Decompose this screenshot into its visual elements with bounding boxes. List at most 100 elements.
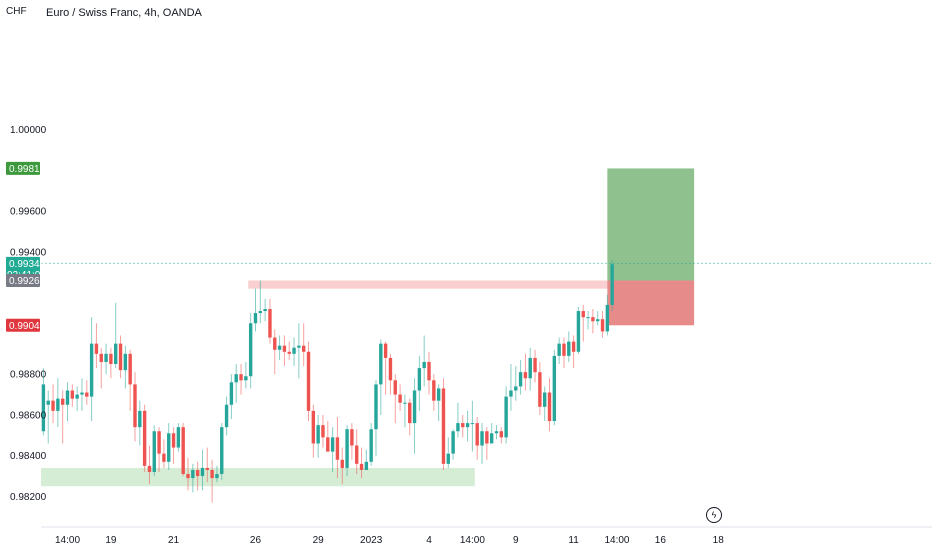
time-tick-label: 14:00 [460, 535, 485, 546]
price-tick-label: 0.98200 [10, 492, 47, 503]
candle-body [181, 427, 185, 475]
candle-body [109, 353, 113, 365]
candle-body [509, 390, 513, 397]
candle-body [162, 453, 166, 462]
candle-body [248, 323, 253, 377]
time-tick-label: 26 [250, 535, 262, 546]
candle-body [167, 433, 171, 462]
candle-body [494, 431, 499, 434]
candle-body [461, 423, 465, 428]
time-tick-label: 21 [168, 535, 180, 546]
candle-body [470, 423, 475, 425]
candle-body [369, 429, 373, 462]
candle-body [171, 433, 176, 448]
candle-body [451, 431, 455, 454]
time-tick-label: 14:00 [55, 535, 80, 546]
candle-body [142, 410, 147, 466]
candle-body [364, 461, 369, 470]
candle-body [123, 353, 128, 371]
candle-body [311, 410, 316, 444]
candle-body [475, 423, 479, 446]
candle-body [220, 427, 224, 475]
candle-body [277, 345, 282, 350]
candle-body [489, 433, 494, 444]
candle-body [152, 431, 156, 472]
target-price-tag [6, 161, 40, 175]
candle-body [46, 400, 50, 405]
candle-body [567, 341, 571, 356]
candle-body [542, 392, 547, 407]
target-price-label: 0.99810 [9, 164, 46, 175]
candle-body [176, 427, 181, 448]
candle-body [581, 311, 585, 318]
candle-body [388, 357, 393, 381]
candle-body [499, 431, 504, 438]
resistance-zone [248, 280, 610, 289]
candle-body [60, 398, 65, 405]
candle-body [596, 319, 600, 322]
candle-body [70, 390, 75, 399]
candle-body [576, 311, 581, 352]
candle-body [350, 429, 354, 446]
price-axis[interactable]: 1.00000 0.99600 0.99400 0.98800 0.98600 0.984… [10, 125, 47, 503]
candle-body [282, 345, 287, 352]
candle-body [273, 337, 277, 350]
candle-body [557, 343, 561, 356]
candle-body [465, 423, 470, 428]
candle-body [504, 396, 508, 438]
candle-body [118, 343, 123, 371]
candle-body [65, 390, 70, 405]
candle-body [485, 431, 489, 444]
candle-body [297, 345, 301, 348]
lightning-icon[interactable]: ϟ [706, 507, 722, 523]
candle-body [403, 402, 407, 404]
candle-body [552, 355, 557, 422]
candle-body [480, 431, 484, 446]
candle-body [422, 361, 426, 369]
time-axis[interactable]: 14:00 19 21 26 29 2023 4 14:00 9 11 14:00 16 18 [55, 535, 724, 546]
candle-body [128, 353, 132, 385]
candle-body [412, 390, 417, 424]
price-tick-label: 0.99600 [10, 207, 47, 218]
price-tick-label: 0.99400 [10, 247, 47, 258]
candle-body [432, 380, 436, 401]
candle-body [586, 317, 590, 319]
candle-body [355, 445, 359, 464]
candle-body [417, 368, 422, 391]
candle-body [94, 343, 99, 354]
candle-body [200, 467, 205, 477]
candle-body [253, 313, 258, 324]
candle-body [571, 341, 576, 352]
long-position-tool[interactable] [607, 168, 695, 326]
candle-body [234, 374, 238, 383]
candle-body [157, 431, 161, 454]
time-tick-label: 19 [105, 535, 117, 546]
candle-body [80, 392, 84, 395]
candle-body [538, 372, 542, 407]
candle-body [436, 388, 441, 401]
candle-body [85, 392, 89, 397]
time-tick-label: 11 [568, 535, 579, 546]
last-price-label: 0.99344 [9, 259, 46, 270]
time-tick-label: 18 [713, 535, 725, 546]
support-zone [41, 467, 475, 487]
candle-body [224, 404, 229, 428]
candle-body [359, 463, 364, 470]
candle-body [441, 388, 446, 464]
candle-body [316, 425, 320, 444]
candle-body [446, 453, 450, 464]
candle-body [321, 425, 325, 438]
candle-body [340, 459, 344, 468]
candle-body [138, 410, 142, 428]
candle-body [229, 382, 234, 405]
candle-body [528, 357, 532, 379]
candle-body [56, 398, 60, 411]
candle-body [398, 394, 402, 403]
candle-body [330, 437, 335, 452]
time-tick-label: 4 [426, 535, 432, 546]
candle-body [268, 309, 272, 338]
candle-body [287, 351, 291, 354]
currency-label: CHF [6, 6, 27, 17]
